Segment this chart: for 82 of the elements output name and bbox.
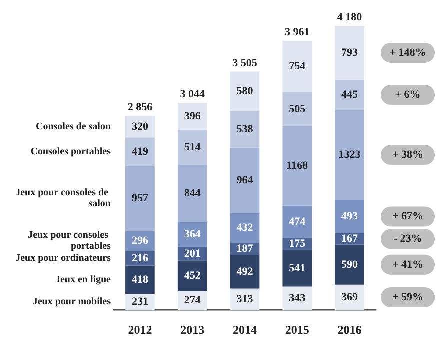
bar [335, 26, 364, 80]
data-label: 445 [342, 88, 359, 101]
bar [230, 213, 260, 243]
data-label: 541 [289, 262, 306, 274]
series-label: Consoles portables [30, 146, 112, 158]
data-label: 364 [184, 228, 202, 241]
data-label: 964 [236, 174, 254, 186]
data-label: 538 [236, 123, 254, 136]
data-label: 432 [236, 222, 254, 234]
bar [178, 130, 208, 165]
series-label: Jeux pour consoles portables [28, 230, 112, 252]
total-label: 3 505 [232, 57, 258, 70]
text: - 23% [394, 233, 422, 246]
bar [126, 138, 155, 166]
text: + 148% [390, 46, 426, 59]
bar [335, 200, 364, 234]
data-label: 505 [289, 103, 306, 116]
bar [230, 72, 260, 112]
series-label: Jeux pour ordinateurs [16, 253, 112, 264]
data-label: 343 [289, 292, 306, 304]
bar [178, 103, 208, 130]
data-label: 231 [132, 296, 148, 308]
data-label: 216 [132, 252, 149, 265]
x-tick-label: 2012 [128, 323, 152, 337]
data-label: 201 [184, 248, 201, 260]
bar [282, 286, 312, 310]
data-label: 493 [342, 210, 359, 223]
series-label: Jeux pour mobiles [32, 296, 112, 308]
total-label: 3 961 [285, 26, 310, 38]
data-label: 474 [289, 216, 306, 228]
data-label: 296 [132, 235, 149, 248]
data-label: 754 [289, 60, 306, 73]
data-label: 580 [236, 85, 254, 98]
total-label: 4 180 [337, 12, 363, 24]
data-label: 396 [184, 110, 202, 123]
total-label: 3 044 [180, 88, 206, 101]
data-label: 492 [236, 266, 254, 278]
text: + 38% [392, 149, 424, 162]
bar [335, 244, 364, 285]
x-tick-label: 2015 [285, 323, 310, 337]
data-label: 369 [342, 291, 359, 304]
bar [230, 255, 260, 289]
data-label: 1323 [338, 149, 362, 162]
bar [230, 148, 260, 214]
series-label: Consoles de salon [36, 121, 112, 132]
data-label: 175 [289, 238, 306, 250]
data-label: 320 [132, 120, 149, 133]
data-label: 793 [342, 46, 359, 59]
text: + 6% [395, 88, 421, 101]
data-label: 957 [132, 192, 149, 205]
x-tick-label: 2014 [233, 323, 257, 337]
bar [282, 92, 312, 126]
data-label: 514 [184, 141, 202, 154]
text: + 59% [392, 291, 424, 304]
text: + 67% [392, 210, 424, 223]
data-label: 418 [132, 274, 149, 286]
data-label: 844 [184, 188, 202, 200]
bar [282, 206, 312, 238]
x-tick-label: 2013 [180, 323, 205, 337]
data-label: 167 [342, 233, 359, 246]
data-label: 313 [236, 293, 254, 306]
bar [126, 266, 155, 294]
bar [282, 250, 312, 287]
data-label: 1168 [286, 160, 309, 172]
bar [178, 164, 208, 222]
bar [178, 260, 208, 292]
text: + 41% [392, 258, 424, 271]
data-label: 419 [132, 146, 149, 158]
data-label: 452 [184, 270, 202, 282]
data-label: 590 [342, 258, 359, 271]
bar [282, 40, 312, 92]
bar [230, 111, 260, 148]
series-label: Jeux pour consoles de salon [16, 188, 112, 210]
data-label: 274 [184, 294, 202, 307]
x-tick-label: 2016 [338, 323, 362, 337]
data-label: 187 [236, 242, 254, 255]
series-label: Jeux en ligne [55, 274, 112, 286]
bar [126, 166, 155, 232]
total-label: 2 856 [128, 101, 154, 114]
bar [282, 126, 312, 206]
bar [335, 80, 364, 110]
bar [335, 110, 364, 200]
